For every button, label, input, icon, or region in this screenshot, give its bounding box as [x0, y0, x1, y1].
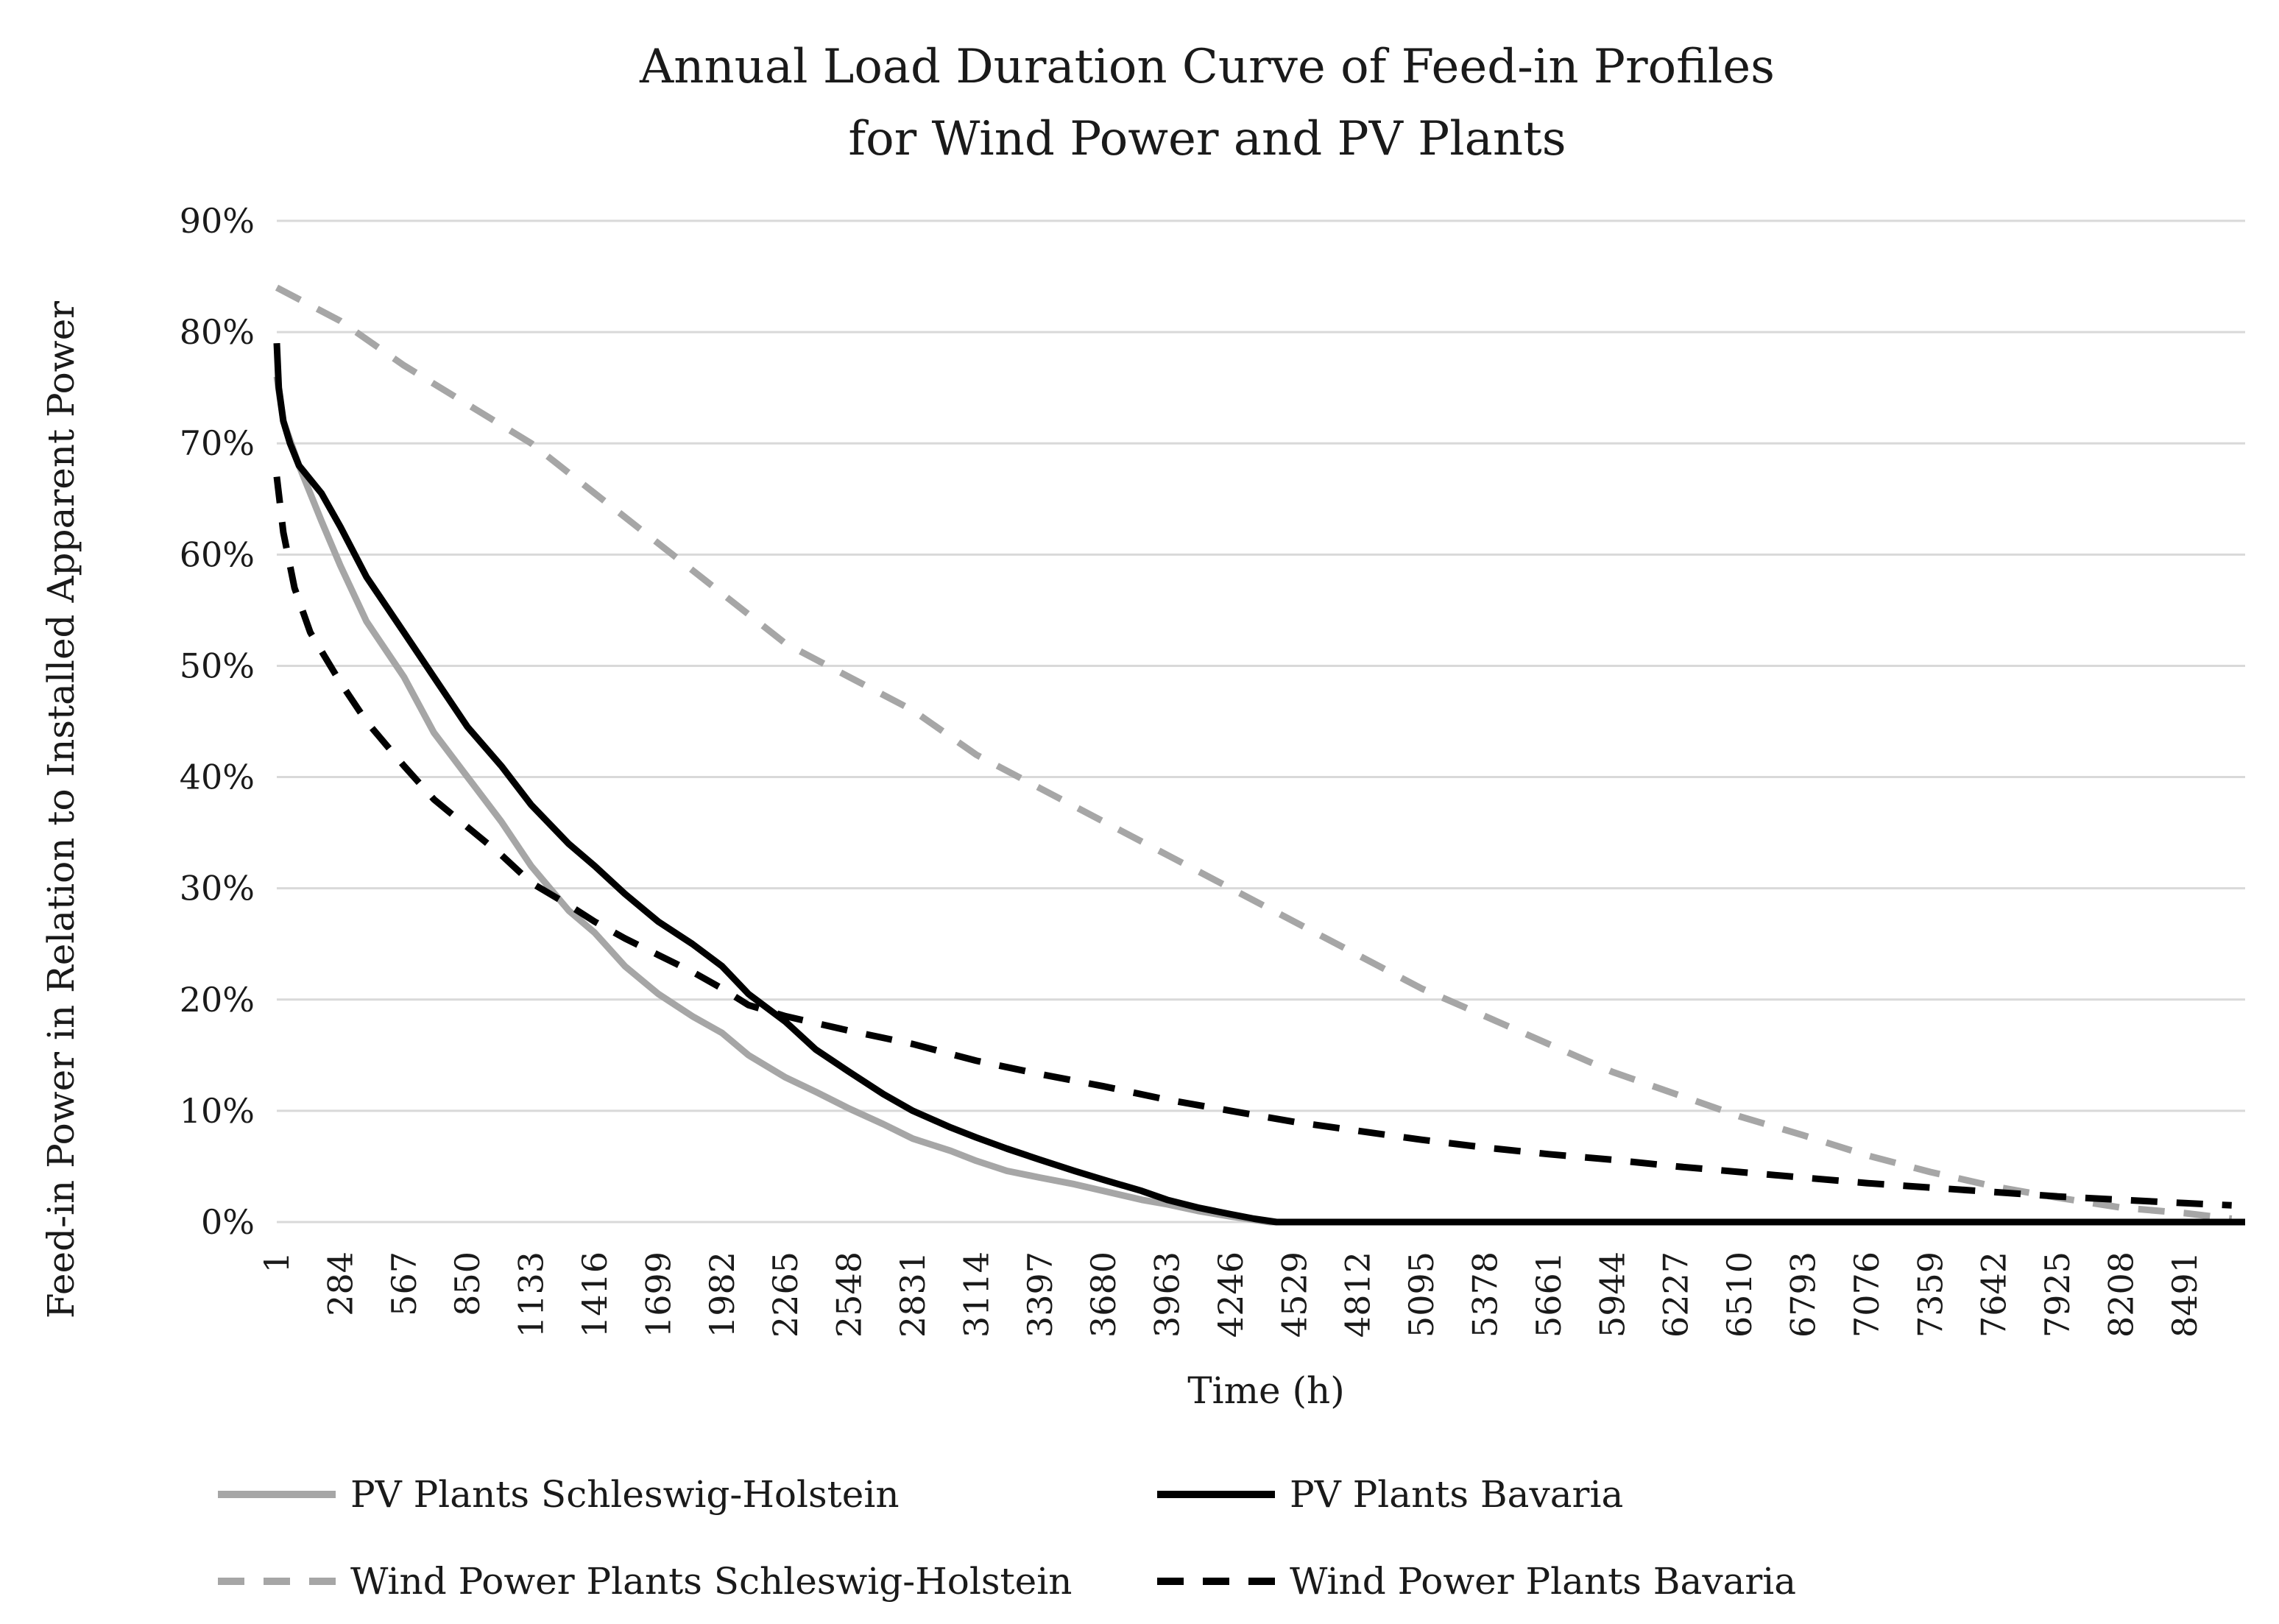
x-tick-label: 6793	[1784, 1251, 1823, 1338]
x-tick-label: 2548	[830, 1251, 869, 1338]
x-tick-label: 4812	[1338, 1251, 1378, 1338]
y-tick-label: 90%	[180, 201, 255, 241]
x-tick-label: 7359	[1910, 1251, 1950, 1338]
x-tick-label: 2831	[893, 1251, 933, 1338]
x-tick-label: 1982	[702, 1251, 742, 1338]
y-tick-label: 80%	[180, 312, 255, 352]
series-line-1	[273, 342, 2245, 1226]
chart-subtitle: for Wind Power and PV Plants	[848, 112, 1566, 166]
x-tick-label: 284	[320, 1251, 360, 1316]
y-axis-ticks: 0% 10% 20% 30% 40% 50% 60% 70% 80% 90%	[180, 201, 255, 1242]
x-tick-label: 7642	[1974, 1251, 2014, 1338]
y-tick-label: 60%	[180, 534, 255, 574]
y-tick-label: 10%	[180, 1091, 255, 1131]
x-tick-label: 7925	[2038, 1251, 2077, 1338]
y-tick-label: 40%	[180, 758, 255, 797]
x-tick-label: 567	[384, 1251, 424, 1316]
x-tick-label: 5378	[1466, 1251, 1505, 1338]
y-axis-label: Feed-in Power in Relation to Installed A…	[40, 301, 82, 1318]
x-tick-label: 4246	[1211, 1251, 1251, 1338]
x-tick-label: 1416	[575, 1251, 615, 1338]
x-tick-label: 3680	[1084, 1251, 1123, 1338]
y-tick-label: 30%	[180, 869, 255, 908]
legend: PV Plants Schleswig-Holstein PV Plants Ba…	[218, 1473, 1796, 1603]
series-line-2	[275, 284, 2233, 1222]
x-tick-label: 4529	[1274, 1251, 1314, 1338]
x-axis-label: Time (h)	[1187, 1369, 1344, 1412]
x-tick-label: 850	[448, 1251, 487, 1316]
x-tick-label: 8491	[2165, 1251, 2205, 1338]
x-tick-label: 3963	[1148, 1251, 1187, 1338]
x-tick-label: 5095	[1402, 1251, 1441, 1338]
x-tick-label: 6227	[1656, 1251, 1696, 1338]
x-tick-label: 1133	[512, 1251, 551, 1338]
x-tick-label: 5944	[1592, 1251, 1632, 1338]
y-tick-label: 20%	[180, 980, 255, 1020]
chart-title: Annual Load Duration Curve of Feed-in Pr…	[639, 40, 1775, 94]
legend-label: Wind Power Plants Schleswig-Holstein	[350, 1560, 1072, 1603]
x-tick-label: 5661	[1529, 1251, 1569, 1338]
x-axis-ticks: 1 284 567 850 1133 1416 1699 1982 2265 2548 2831 31…	[257, 1251, 2205, 1338]
x-tick-label: 1	[257, 1251, 297, 1273]
x-tick-label: 3397	[1020, 1251, 1060, 1338]
series-lines	[273, 284, 2245, 1226]
x-tick-label: 8208	[2101, 1251, 2141, 1338]
x-tick-label: 7076	[1847, 1251, 1887, 1338]
legend-label: PV Plants Bavaria	[1290, 1473, 1623, 1516]
x-tick-label: 2265	[766, 1251, 805, 1338]
series-line-0	[273, 375, 2245, 1226]
gridlines	[277, 219, 2245, 1224]
x-tick-label: 6510	[1720, 1251, 1759, 1338]
y-tick-label: 0%	[201, 1202, 255, 1242]
y-tick-label: 70%	[180, 423, 255, 463]
series-line-3	[273, 476, 2232, 1209]
legend-label: Wind Power Plants Bavaria	[1290, 1560, 1796, 1603]
legend-label: PV Plants Schleswig-Holstein	[350, 1473, 900, 1516]
x-tick-label: 1699	[638, 1251, 678, 1338]
x-tick-label: 3114	[956, 1251, 996, 1338]
y-tick-label: 50%	[180, 646, 255, 685]
